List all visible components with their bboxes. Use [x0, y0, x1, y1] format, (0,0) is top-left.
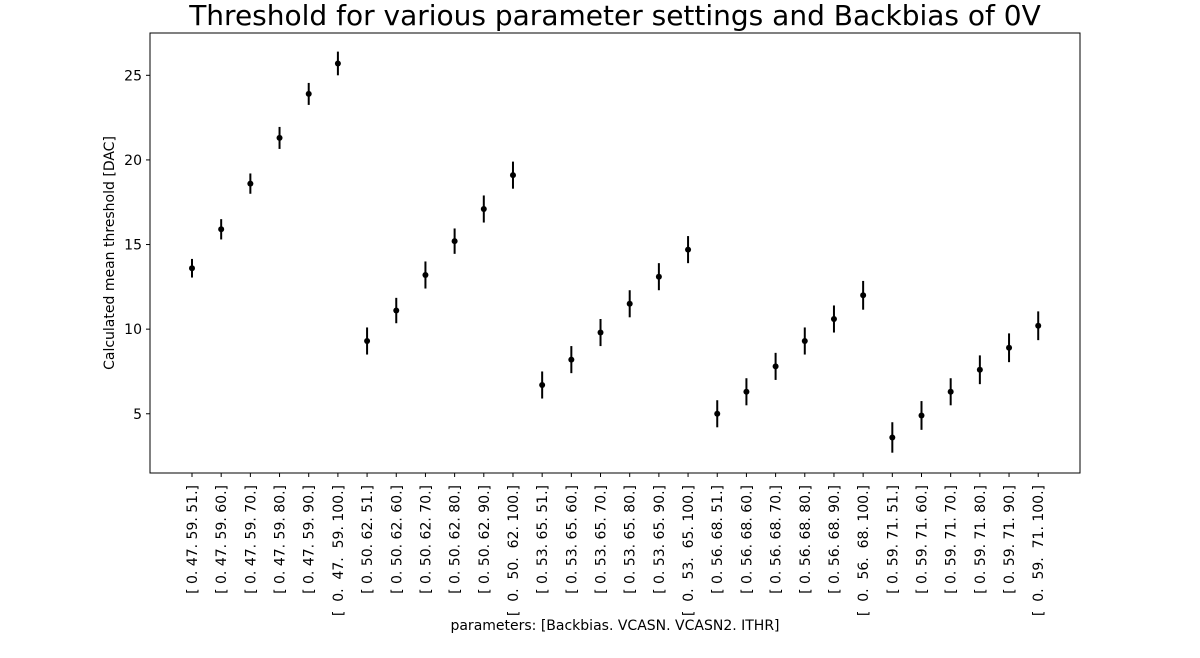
- chart-title: Threshold for various parameter settings…: [188, 0, 1041, 32]
- data-point: [685, 246, 692, 253]
- x-tick-label: [ 0. 47. 59. 70.]: [243, 485, 259, 594]
- y-tick-label: 20: [124, 153, 142, 169]
- data-point: [976, 366, 983, 373]
- x-tick-label: [ 0. 56. 68. 60.]: [739, 485, 755, 594]
- x-axis: [ 0. 47. 59. 51.] [ 0. 47. 59. 60.] [ 0. 4…: [185, 473, 1047, 616]
- data-point: [830, 316, 837, 322]
- x-tick-label: [ 0. 53. 65. 70.]: [594, 485, 610, 594]
- data-point: [743, 388, 750, 395]
- data-point: [1035, 322, 1042, 329]
- x-tick-label: [ 0. 50. 62. 60.]: [389, 485, 405, 594]
- y-tick-label: 25: [124, 68, 142, 84]
- x-tick-label: [ 0. 59. 71. 51.]: [885, 485, 901, 594]
- x-tick-label: [ 0. 53. 65. 60.]: [564, 485, 580, 594]
- x-tick-label: [ 0. 47. 59. 60.]: [214, 485, 230, 594]
- x-tick-label: [ 0. 47. 59. 80.]: [273, 485, 289, 594]
- data-point: [714, 410, 721, 417]
- data-point: [655, 273, 662, 280]
- x-axis-label: parameters: [Backbias. VCASN. VCASN2. IT…: [450, 618, 779, 634]
- x-tick-label: [ 0. 50. 62. 80.]: [448, 485, 464, 594]
- x-tick-label: [ 0. 56. 68. 51.]: [710, 485, 726, 594]
- data-point: [539, 382, 546, 388]
- data-point: [626, 300, 633, 307]
- y-axis-label: Calculated mean threshold [DAC]: [102, 136, 118, 370]
- plot-area-frame: [149, 32, 1081, 474]
- data-point: [422, 272, 429, 278]
- data-point: [597, 329, 604, 336]
- x-tick-label: [ 0. 59. 71. 80.]: [973, 485, 989, 594]
- data-point: [393, 307, 400, 314]
- y-tick-label: 5: [133, 407, 142, 423]
- data-point: [947, 388, 954, 395]
- data-point: [480, 206, 487, 212]
- data-point: [568, 356, 575, 363]
- data-point: [189, 265, 195, 272]
- x-tick-label: [ 0. 53. 65. 100.]: [681, 485, 697, 616]
- data-point: [276, 134, 283, 141]
- x-tick-label: [ 0. 50. 62. 51.]: [360, 485, 376, 594]
- data-point: [218, 226, 225, 233]
- data-point: [918, 412, 925, 419]
- data-point: [801, 338, 808, 344]
- data-point: [334, 60, 341, 67]
- x-tick-label: [ 0. 50. 62. 70.]: [418, 485, 434, 594]
- data-point: [860, 292, 867, 299]
- data-point: [247, 180, 254, 187]
- x-tick-label: [ 0. 56. 68. 80.]: [798, 485, 814, 594]
- x-tick-label: [ 0. 47. 59. 100.]: [331, 485, 347, 616]
- x-tick-label: [ 0. 53. 65. 90.]: [652, 485, 668, 594]
- x-tick-label: [ 0. 50. 62. 90.]: [477, 485, 493, 594]
- x-tick-label: [ 0. 47. 59. 51.]: [185, 485, 201, 594]
- data-point: [305, 90, 312, 97]
- y-tick-label: 15: [124, 238, 142, 254]
- data-point: [364, 338, 371, 344]
- data-points: [189, 51, 1042, 453]
- x-tick-label: [ 0. 59. 71. 70.]: [944, 485, 960, 594]
- x-tick-label: [ 0. 53. 65. 51.]: [535, 485, 551, 594]
- x-tick-label: [ 0. 47. 59. 90.]: [302, 485, 318, 594]
- x-tick-label: [ 0. 56. 68. 90.]: [827, 485, 843, 594]
- x-tick-label: [ 0. 59. 71. 90.]: [1002, 485, 1018, 594]
- x-tick-label: [ 0. 59. 71. 60.]: [915, 485, 931, 594]
- x-tick-label: [ 0. 56. 68. 70.]: [769, 485, 785, 594]
- data-point: [451, 238, 458, 245]
- y-axis: 5 10 15 20 25: [124, 68, 150, 423]
- x-tick-label: [ 0. 50. 62. 100.]: [506, 485, 522, 616]
- data-point: [1006, 344, 1013, 351]
- x-tick-label: [ 0. 53. 65. 80.]: [623, 485, 639, 594]
- data-point: [772, 363, 779, 370]
- x-tick-label: [ 0. 59. 71. 100.]: [1031, 485, 1047, 616]
- x-tick-label: [ 0. 56. 68. 100.]: [856, 485, 872, 616]
- y-tick-label: 10: [124, 322, 142, 338]
- data-point: [509, 172, 516, 179]
- data-point: [889, 434, 896, 441]
